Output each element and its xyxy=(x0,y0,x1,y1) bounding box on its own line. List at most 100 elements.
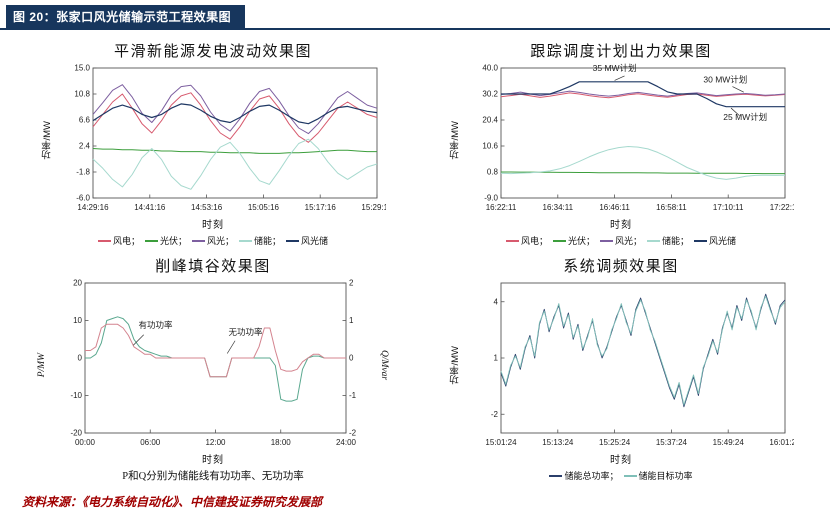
legend-swatch xyxy=(505,239,519,242)
legend-swatch xyxy=(549,474,563,477)
y-tick-label: 10.6 xyxy=(482,142,498,151)
series-储能 xyxy=(500,146,785,180)
legend-label: 光伏； xyxy=(159,236,187,246)
legend-item: 光伏； xyxy=(552,234,595,247)
report-figure-page: 图 20：张家口风光储输示范工程效果图 平滑新能源发电波动效果图 功率/MW 1… xyxy=(0,5,830,509)
x-tick-label: 14:29:16 xyxy=(77,203,109,212)
series-风电 xyxy=(500,92,785,99)
legend-item: 光伏； xyxy=(144,234,187,247)
series-风光储 xyxy=(92,103,377,125)
legend-swatch xyxy=(694,239,708,242)
legend-label: 风光储 xyxy=(301,236,329,246)
legend-item: 储能； xyxy=(239,234,281,247)
legend-swatch xyxy=(623,474,637,477)
chart-body: P/MW 20 10 0 -10 -20 2 1 0 -1 -2 00:00 06:00 12:00 18… xyxy=(37,277,389,454)
x-tick-label: 15:29:16 xyxy=(361,203,386,212)
chart-plot: 4 1 -2 15:01:24 15:13:24 15:25:24 15:37:24 15:4… xyxy=(464,277,801,454)
y-tick-label: 0 xyxy=(78,354,83,363)
annotation-label: 25 MW计划 xyxy=(723,112,767,122)
plot-frame xyxy=(500,67,785,199)
y-axis-label: 功率/MW xyxy=(449,346,461,385)
x-tick-label: 00:00 xyxy=(75,438,96,447)
y-axis-label: 功率/MW xyxy=(41,121,53,160)
legend-swatch xyxy=(647,239,660,242)
chart-title: 跟踪调度计划出力效果图 xyxy=(530,43,712,60)
legend-swatch xyxy=(144,239,158,242)
x-tick-label: 18:00 xyxy=(271,438,292,447)
legend-item: 储能总功率； xyxy=(549,469,619,482)
legend-label: 光伏； xyxy=(567,236,595,246)
y-axis-label: 功率/MW xyxy=(449,121,461,160)
charts-grid: 平滑新能源发电波动效果图 功率/MW 15.0 10.8 6.6 2.4 -1.8 -6.… xyxy=(22,40,812,483)
x-tick-label: 15:17:16 xyxy=(304,203,336,212)
chart-peak-shaving: 削峰填谷效果图 P/MW 20 10 0 -10 -20 2 1 0 -1 -2 00:00 06:0… xyxy=(22,255,404,483)
y-tick-label: 20 xyxy=(73,279,82,288)
chart-canvas: 15.0 10.8 6.6 2.4 -1.8 -6.014:29:16 14:41:16 14… xyxy=(74,64,393,212)
chart-body: 功率/MW 4 1 -2 15:01:24 15:13:24 15:25:24 15:37:… xyxy=(449,277,801,454)
y-tick-label-right: 0 xyxy=(349,354,354,363)
y-tick-label: 30.2 xyxy=(482,90,498,99)
x-tick-label: 12:00 xyxy=(205,438,226,447)
legend-item: 风光； xyxy=(599,234,642,247)
x-tick-label: 16:22:11 xyxy=(485,203,516,212)
legend-label: 储能； xyxy=(662,236,690,246)
x-tick-label: 16:01:24 xyxy=(769,438,794,447)
chart-title: 系统调频效果图 xyxy=(563,258,679,275)
legend-swatch xyxy=(239,239,252,242)
series-储能目标功率 xyxy=(500,295,785,406)
y-tick-label: 10.8 xyxy=(74,90,90,99)
legend-swatch xyxy=(191,239,205,242)
x-tick-label: 15:13:24 xyxy=(542,438,574,447)
x-tick-label: 14:41:16 xyxy=(134,203,166,212)
legend-item: 风光储 xyxy=(694,234,736,247)
legend-item: 储能目标功率 xyxy=(623,469,693,482)
legend-item: 风光； xyxy=(191,234,234,247)
chart-smoothing: 平滑新能源发电波动效果图 功率/MW 15.0 10.8 6.6 2.4 -1.8 -6.… xyxy=(22,40,404,247)
legend-item: 风光储 xyxy=(286,234,328,247)
y-tick-label: -9.0 xyxy=(484,194,498,203)
chart-plot: 40.0 30.2 20.4 10.6 0.8 -9.0 16:22:11 16:34:11 1… xyxy=(464,62,800,219)
annotation-leader xyxy=(226,340,236,354)
x-axis-label: 时刻 xyxy=(202,220,224,231)
x-tick-label: 14:53:16 xyxy=(191,203,223,212)
series-光伏 xyxy=(92,148,377,154)
y-tick-label: 1 xyxy=(493,354,498,363)
figure-title-bar: 图 20：张家口风光储输示范工程效果图 xyxy=(6,5,246,28)
annotation-label: 有功功率 xyxy=(138,320,173,330)
annotation-label: 35 MW计划 xyxy=(592,63,636,73)
x-tick-label: 15:49:24 xyxy=(712,438,744,447)
y-tick-label: -20 xyxy=(70,429,82,438)
x-tick-label: 17:22:11 xyxy=(769,203,793,212)
legend-label: 风光储 xyxy=(709,236,737,246)
series-光伏 xyxy=(500,171,785,175)
chart-frequency-regulation: 系统调频效果图 功率/MW 4 1 -2 15:01:24 15:13:24 15:25:… xyxy=(430,255,812,483)
chart-canvas: 4 1 -2 15:01:24 15:13:24 15:25:24 15:37:24 15:4… xyxy=(485,282,801,447)
legend-label: 储能目标功率 xyxy=(638,471,693,481)
y-tick-label: 15.0 xyxy=(74,64,90,73)
y-tick-label: 0.8 xyxy=(486,168,498,177)
legend-swatch xyxy=(552,239,566,242)
legend-item: 风电； xyxy=(97,234,140,247)
x-tick-label: 15:37:24 xyxy=(655,438,687,447)
y-tick-label-right: 1 xyxy=(349,316,354,325)
y-tick-label: -2 xyxy=(490,410,498,419)
annotation-label: 30 MW计划 xyxy=(703,74,747,84)
x-tick-label: 16:46:11 xyxy=(599,203,630,212)
legend-swatch xyxy=(286,239,300,242)
x-tick-label: 17:10:11 xyxy=(712,203,743,212)
x-axis-label: 时刻 xyxy=(202,455,224,466)
y-axis-label-left: P/MW xyxy=(37,353,47,378)
legend-item: 风电； xyxy=(505,234,548,247)
annotation-leader xyxy=(730,107,740,117)
x-tick-label: 16:58:11 xyxy=(656,203,687,212)
chart-legend: 风电； 光伏； 风光； 储能； 风光储 xyxy=(97,234,328,247)
y-tick-label: 6.6 xyxy=(78,116,90,125)
x-tick-label: 24:00 xyxy=(336,438,357,447)
series-风电 xyxy=(92,92,377,143)
y-tick-label: -10 xyxy=(70,391,82,400)
annotation-leader xyxy=(133,334,144,346)
chart-legend: 风电； 光伏； 风光； 储能； 风光储 xyxy=(505,234,736,247)
legend-label: 风光； xyxy=(206,236,234,246)
y-tick-label: -1.8 xyxy=(76,168,90,177)
